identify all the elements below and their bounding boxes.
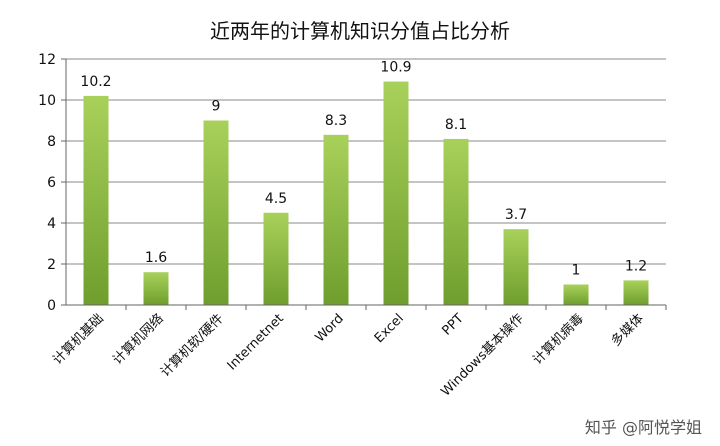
data-label: 4.5 <box>265 191 287 207</box>
bar <box>143 272 169 305</box>
bar <box>623 280 649 305</box>
data-labels: 10.2 1.6 9 4.5 8.3 10.9 8.1 3.7 1 1.2 <box>80 60 647 279</box>
x-tick-label: 计算机病毒 <box>530 311 587 368</box>
y-tick-label: 6 <box>47 175 56 191</box>
y-tick-label: 12 <box>38 52 56 68</box>
bar <box>563 284 589 305</box>
watermark: 知乎 @阿悦学姐 <box>584 418 702 437</box>
y-tick-label: 8 <box>47 134 56 150</box>
data-label: 1.2 <box>625 258 647 274</box>
x-tick-label: 计算机网络 <box>110 311 167 368</box>
bars <box>83 81 649 306</box>
data-label: 8.1 <box>445 117 467 133</box>
bar <box>383 81 409 305</box>
data-label: 10.2 <box>80 74 111 90</box>
data-label: 9 <box>212 99 221 115</box>
data-label: 3.7 <box>505 207 527 223</box>
bar <box>83 95 109 306</box>
x-tick-label: PPT <box>440 311 467 338</box>
x-tick-label: Word <box>313 311 347 345</box>
bar <box>263 212 289 305</box>
data-label: 1 <box>572 263 581 279</box>
x-tick-label: 计算机软/硬件 <box>158 311 227 380</box>
gridlines <box>66 58 666 306</box>
bar <box>203 120 229 305</box>
bar <box>323 134 349 305</box>
y-tick-label: 2 <box>47 257 56 273</box>
y-tick-label: 0 <box>47 298 56 314</box>
y-tick-label: 10 <box>38 93 56 109</box>
data-label: 8.3 <box>325 113 347 129</box>
data-label: 10.9 <box>380 60 411 76</box>
bar <box>503 229 529 305</box>
bar <box>443 138 469 305</box>
x-tick-label: 计算机基础 <box>50 311 107 368</box>
x-tick-label: Excel <box>372 311 407 346</box>
data-label: 1.6 <box>145 250 167 266</box>
y-tick-label: 4 <box>47 216 56 232</box>
chart-title: 近两年的计算机知识分值占比分析 <box>210 19 510 43</box>
y-axis: 0 2 4 6 8 10 12 <box>38 52 67 314</box>
x-tick-label: Internetnet <box>225 311 287 373</box>
x-tick-label: 多媒体 <box>608 311 647 350</box>
